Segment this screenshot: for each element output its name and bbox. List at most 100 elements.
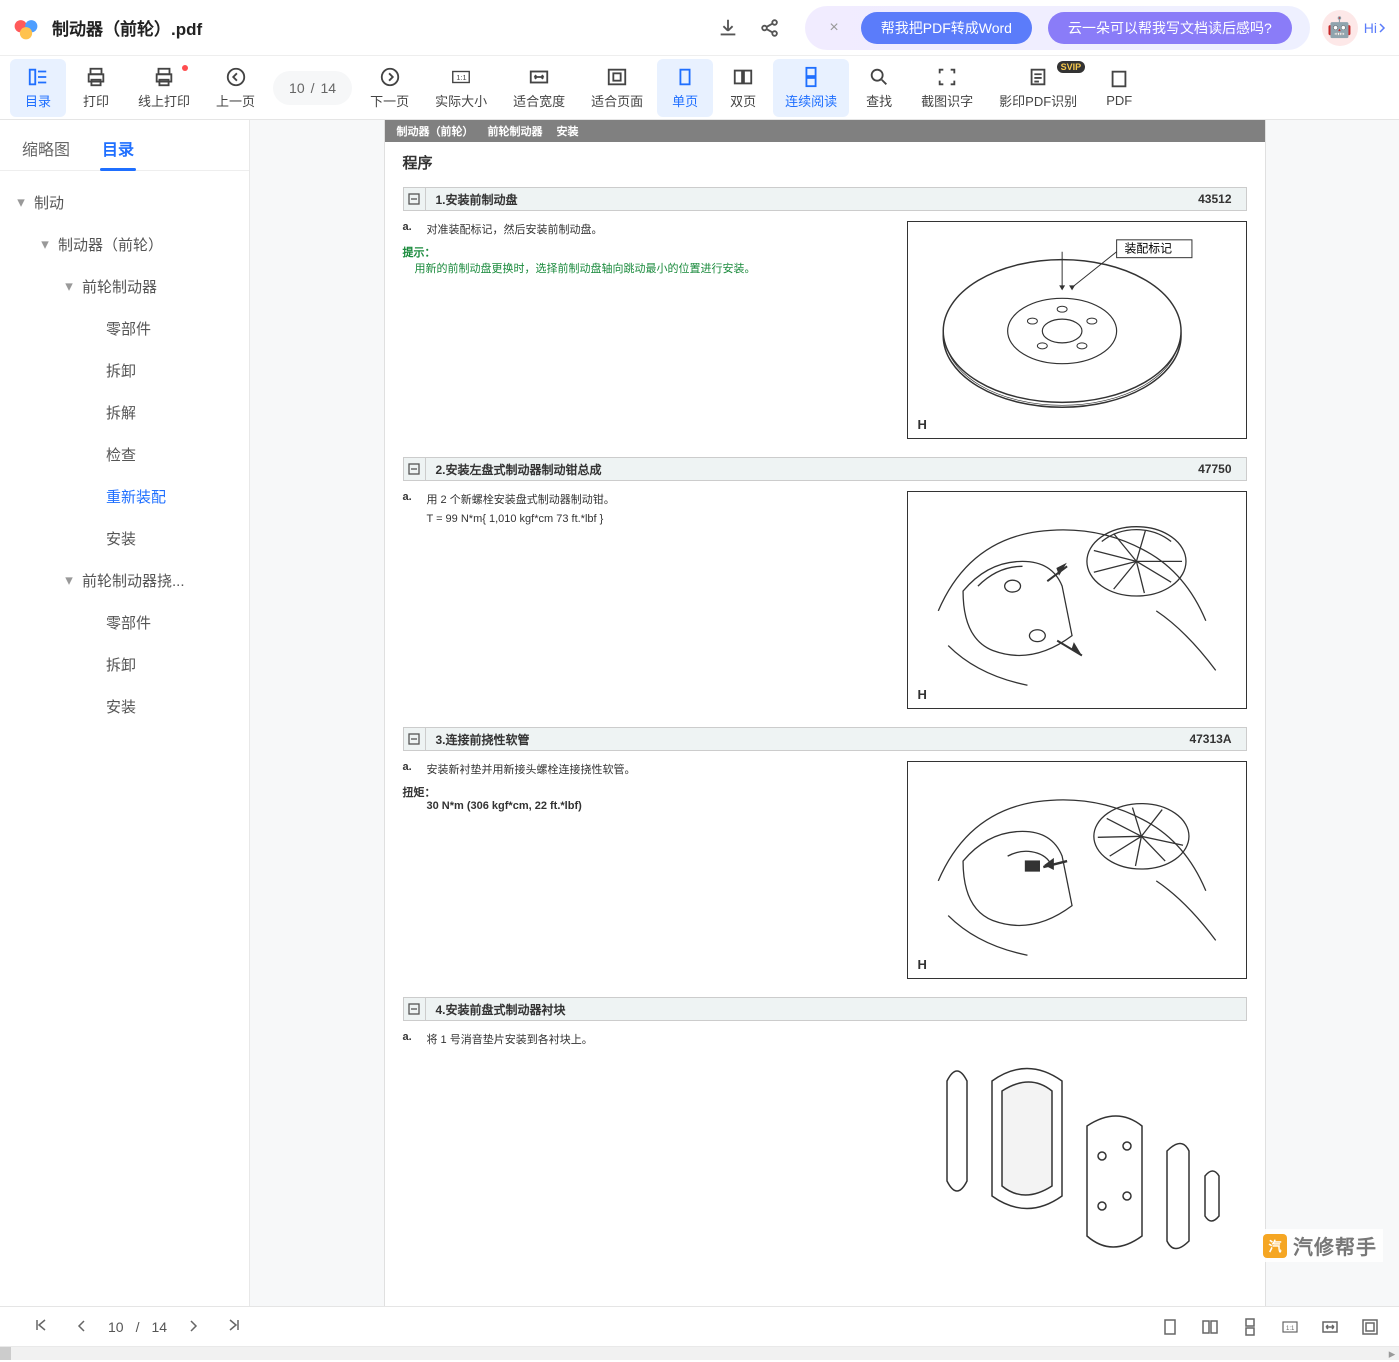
step-title: 4.安装前盘式制动器衬块 [426, 1001, 1246, 1018]
step-text-column: a.安装新衬垫并用新接头螺栓连接挠性软管。扭矩：30 N*m (306 kgf*… [403, 761, 893, 979]
prev-page-icon[interactable] [62, 1319, 102, 1335]
step-text-column: a.用 2 个新螺栓安装盘式制动器制动钳。T = 99 N*m{ 1,010 k… [403, 491, 893, 709]
tree-item[interactable]: ▾前轮制动器挠... [0, 559, 249, 601]
tool-pdf-extra[interactable]: PDF [1091, 59, 1147, 117]
tool-print[interactable]: 打印 [68, 59, 124, 117]
pdf-viewport[interactable]: 制动器（前轮）前轮制动器安装 程序 1.安装前制动盘43512a.对准装配标记，… [250, 120, 1399, 1306]
tree-label: 前轮制动器 [76, 276, 157, 297]
ocr-scan-icon [1027, 66, 1049, 88]
tree-item[interactable]: ▾制动 [0, 181, 249, 223]
view-fitwidth-icon[interactable] [1321, 1318, 1339, 1336]
step-figure: 装配标记H [907, 221, 1247, 439]
view-fitpage-icon[interactable] [1361, 1318, 1379, 1336]
page-current[interactable]: 10 [102, 1319, 130, 1335]
tool-label: 打印 [83, 91, 109, 110]
scrollbar-right-arrow-icon[interactable]: ▸ [1385, 1347, 1399, 1360]
tree-label: 拆解 [100, 402, 136, 423]
horizontal-scrollbar[interactable]: ▸ [0, 1346, 1399, 1360]
tip-text: 用新的前制动盘更换时，选择前制动盘轴向跳动最小的位置进行安装。 [403, 260, 756, 276]
page-current: 10 [289, 80, 305, 96]
tree-label: 零部件 [100, 318, 151, 339]
tree-label: 制动 [28, 192, 64, 213]
tree-item[interactable]: 安装 [0, 517, 249, 559]
download-icon[interactable] [717, 17, 739, 39]
print-on-icon [153, 66, 175, 88]
tree-item[interactable]: 重新装配 [0, 475, 249, 517]
tool-toc[interactable]: 目录 [10, 59, 66, 117]
view-single-icon[interactable] [1161, 1318, 1179, 1336]
double-icon [732, 66, 754, 88]
step-body: a.将 1 号消音垫片安装到各衬块上。 [385, 1021, 1265, 1289]
promo-pill-convert[interactable]: 帮我把PDF转成Word [861, 12, 1032, 44]
tree-label: 拆卸 [100, 360, 136, 381]
share-icon[interactable] [759, 17, 781, 39]
last-page-icon[interactable] [213, 1318, 255, 1335]
watermark-text: 汽修帮手 [1293, 1231, 1377, 1260]
tool-label: PDF [1106, 93, 1132, 108]
tree-item[interactable]: 拆卸 [0, 349, 249, 391]
page-indicator[interactable]: 10/14 [273, 71, 352, 105]
step-title: 3.连接前挠性软管 [426, 731, 1176, 748]
chevron-down-icon: ▾ [14, 193, 28, 211]
tool-continuous[interactable]: 连续阅读 [773, 59, 849, 117]
tip-label: 提示： [403, 247, 436, 259]
tool-prev[interactable]: 上一页 [204, 59, 267, 117]
promo-pill-ai[interactable]: 云一朵可以帮我写文档读后感吗? [1048, 12, 1292, 44]
tree-item[interactable]: 安装 [0, 685, 249, 727]
tree-item[interactable]: 检查 [0, 433, 249, 475]
tree-item[interactable]: 拆卸 [0, 643, 249, 685]
find-icon [868, 66, 890, 88]
tree-item[interactable]: 拆解 [0, 391, 249, 433]
assistant-avatar-icon[interactable]: 🤖 [1322, 10, 1358, 46]
hi-link[interactable]: Hi [1364, 20, 1387, 36]
figure-h-label: H [918, 417, 927, 432]
next-page-icon[interactable] [173, 1319, 213, 1335]
notification-dot-icon [182, 65, 188, 71]
first-page-icon[interactable] [20, 1318, 62, 1335]
tool-actual[interactable]: 1:1实际大小 [423, 59, 499, 117]
sidebar-tab[interactable]: 目录 [98, 130, 138, 170]
tool-ocr-crop[interactable]: 截图识字 [909, 59, 985, 117]
scrollbar-thumb[interactable] [0, 1347, 11, 1360]
tool-double[interactable]: 双页 [715, 59, 771, 117]
tool-label: 适合页面 [591, 91, 643, 110]
step-text: 将 1 号消音垫片安装到各衬块上。 [427, 1031, 593, 1050]
prev-icon [225, 66, 247, 88]
fit-p-icon [606, 66, 628, 88]
tool-single[interactable]: 单页 [657, 59, 713, 117]
step-header: 3.连接前挠性软管47313A [403, 727, 1247, 751]
step-title: 2.安装左盘式制动器制动钳总成 [426, 461, 1185, 478]
tree-item[interactable]: ▾前轮制动器 [0, 265, 249, 307]
tree-label: 检查 [100, 444, 136, 465]
view-continuous-icon[interactable] [1241, 1318, 1259, 1336]
close-icon[interactable]: × [823, 19, 844, 37]
tree-item[interactable]: ▾制动器（前轮） [0, 223, 249, 265]
step-figure: H [907, 761, 1247, 979]
collapse-icon[interactable] [404, 458, 426, 480]
torque-label: 扭矩： [403, 787, 436, 799]
single-icon [674, 66, 696, 88]
tool-print-on[interactable]: 线上打印 [126, 59, 202, 117]
tool-find[interactable]: 查找 [851, 59, 907, 117]
tree-item[interactable]: 零部件 [0, 307, 249, 349]
tool-label: 下一页 [370, 91, 409, 110]
tree-item[interactable]: 零部件 [0, 601, 249, 643]
tool-fit-p[interactable]: 适合页面 [579, 59, 655, 117]
step-figure: H [907, 491, 1247, 709]
chevron-down-icon: ▾ [38, 235, 52, 253]
page-total: 14 [145, 1319, 173, 1335]
bottom-bar: 10 / 14 1:1 [0, 1306, 1399, 1346]
tool-ocr-scan[interactable]: 影印PDF识别SVIP [987, 59, 1089, 117]
view-actual-icon[interactable]: 1:1 [1281, 1318, 1299, 1336]
collapse-icon[interactable] [404, 998, 426, 1020]
pdf-extra-icon [1108, 68, 1130, 90]
collapse-icon[interactable] [404, 728, 426, 750]
tool-next[interactable]: 下一页 [358, 59, 421, 117]
tool-fit-w[interactable]: 适合宽度 [501, 59, 577, 117]
svg-text:1:1: 1:1 [457, 72, 467, 81]
breadcrumb-item: 前轮制动器 [488, 123, 543, 139]
view-double-icon[interactable] [1201, 1318, 1219, 1336]
sidebar-tab[interactable]: 缩略图 [18, 130, 74, 170]
tool-label: 截图识字 [921, 91, 973, 110]
collapse-icon[interactable] [404, 188, 426, 210]
